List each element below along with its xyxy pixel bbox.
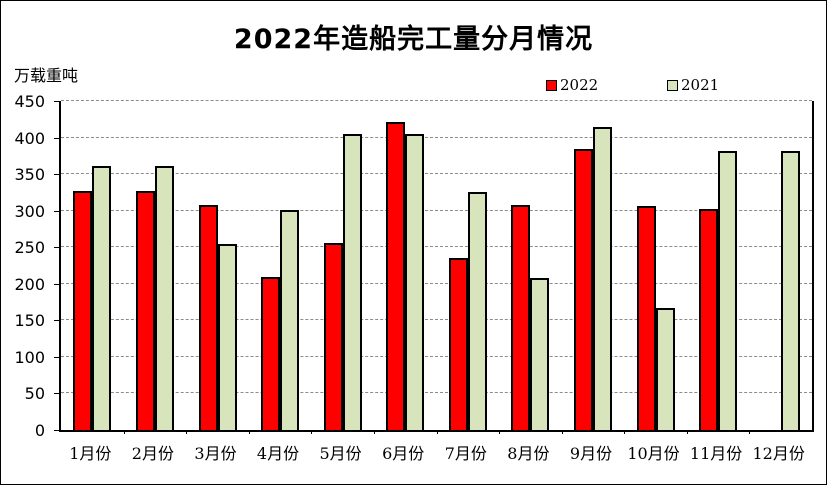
gridline [61,209,812,211]
bar-2021-11月份 [718,151,738,430]
x-axis-label: 7月份 [444,444,487,463]
y-tick-label: 100 [14,347,45,367]
bar-2021-7月份 [467,191,487,430]
x-axis-label: 9月份 [569,444,613,463]
y-tick-label: 300 [14,201,45,221]
bar-2022-9月份 [574,148,593,430]
x-axis-label: 1月份 [69,444,112,463]
x-axis-tick [248,430,250,434]
bar-2022-11月份 [699,208,719,430]
y-tick-label: 50 [24,384,45,404]
y-tick-label: 350 [14,165,45,185]
gridline [61,246,812,248]
x-axis-label: 10月份 [627,444,680,463]
y-tick-label: 250 [14,238,45,258]
gridline [61,100,812,101]
y-axis-tick [54,247,59,249]
y-axis-tick [54,137,59,139]
gridline [61,173,812,175]
gridline [61,136,812,138]
bar-2021-4月份 [280,209,299,430]
x-axis-label: 12月份 [752,444,805,463]
x-axis-label: 2月份 [131,444,174,463]
x-axis-label: 11月份 [689,444,743,463]
bar-2021-1月份 [92,166,112,430]
gridline [61,392,812,394]
bar-2021-12月份 [780,150,800,430]
bar-2022-10月份 [636,205,656,430]
y-tick-label: 0 [34,421,45,440]
legend-swatch-2021 [667,79,678,91]
x-axis-tick [749,430,751,434]
y-axis-tick [54,393,59,395]
bar-2021-6月份 [405,133,425,430]
legend-item-2021: 2021 [667,77,719,93]
gridline [61,282,812,284]
y-tick-label: 150 [14,311,45,331]
bar-2022-3月份 [198,204,218,430]
x-axis-tick [436,430,438,434]
bar-2021-10月份 [655,307,675,430]
x-axis-tick [561,430,563,434]
bar-2022-7月份 [448,257,468,430]
x-axis-tick [311,430,313,434]
bar-2022-8月份 [511,204,531,430]
bar-2022-5月份 [323,242,343,430]
x-axis-tick [123,430,125,434]
bar-2021-2月份 [154,166,174,430]
bar-2021-9月份 [593,127,612,430]
y-axis-tick [54,430,59,431]
y-axis-tick [54,356,59,358]
gridline [61,355,812,357]
bar-2022-4月份 [261,276,280,430]
bar-2022-1月份 [73,190,93,430]
y-tick-label: 400 [14,128,45,148]
y-tick-label: 200 [14,274,45,294]
x-axis-label: 8月份 [507,444,550,463]
legend-swatch-2022 [546,79,557,91]
gridline [61,319,812,321]
y-axis-unit-label: 万载重吨 [14,66,79,85]
x-axis-tick [373,430,375,434]
legend-label: 2022 [560,76,599,94]
x-axis-tick [186,430,188,434]
legend-label: 2021 [681,76,720,94]
y-axis-tick [54,283,59,285]
x-axis-label: 4月份 [256,444,300,463]
bar-2022-6月份 [386,121,406,430]
x-axis-label: 6月份 [382,444,425,463]
x-axis-tick [624,430,626,434]
x-axis-label: 5月份 [319,444,362,463]
x-axis-label: 3月份 [194,444,237,463]
x-axis-tick [686,430,688,434]
y-tick-label: 450 [14,92,45,111]
legend-item-2022: 2022 [546,77,598,93]
y-axis-tick [54,210,59,212]
plot-area [54,100,814,434]
bar-2021-8月份 [530,277,550,430]
y-axis-tick [54,101,59,102]
x-axis-tick [499,430,501,434]
y-axis-tick [54,320,59,322]
bar-2021-3月份 [217,243,237,430]
y-axis-tick [54,174,59,176]
chart-title: 2022年造船完工量分月情况 [233,24,594,55]
legend: 2022 2021 [1,77,826,95]
bar-2021-5月份 [342,133,362,430]
bar-2022-2月份 [135,190,155,430]
